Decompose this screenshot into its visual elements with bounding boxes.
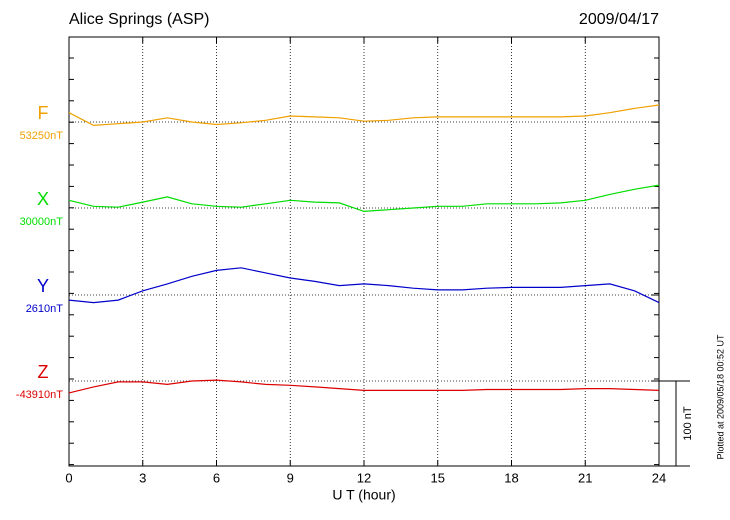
baseline-label: 53250nT	[20, 130, 64, 142]
baseline-label: -43910nT	[16, 389, 63, 401]
baseline-label: 30000nT	[20, 216, 64, 228]
x-tick-label: 3	[139, 470, 146, 485]
x-tick-label: 21	[578, 470, 592, 485]
footnote: Plotted at 2009/05/18 00:52 UT	[715, 334, 725, 460]
x-tick-label: 18	[504, 470, 518, 485]
x-axis-label: U T (hour)	[332, 487, 395, 503]
x-tick-label: 0	[65, 470, 72, 485]
series-name: Y	[37, 276, 49, 296]
series-name: X	[37, 189, 49, 209]
x-tick-label: 15	[431, 470, 445, 485]
baseline-label: 2610nT	[26, 303, 64, 315]
chart-title: Alice Springs (ASP)	[69, 11, 210, 28]
x-tick-label: 9	[287, 470, 294, 485]
series-name: F	[38, 103, 49, 123]
series-line	[68, 379, 660, 394]
scale-bar-label: 100 nT	[682, 406, 694, 441]
series-line	[68, 104, 660, 127]
x-tick-label: 6	[213, 470, 220, 485]
x-tick-label: 12	[357, 470, 371, 485]
series-name: Z	[38, 362, 49, 382]
plot-frame	[68, 36, 660, 467]
chart-date: 2009/04/17	[579, 11, 659, 28]
x-tick-label: 24	[652, 470, 666, 485]
series-line	[68, 267, 660, 304]
series-line	[68, 184, 660, 213]
